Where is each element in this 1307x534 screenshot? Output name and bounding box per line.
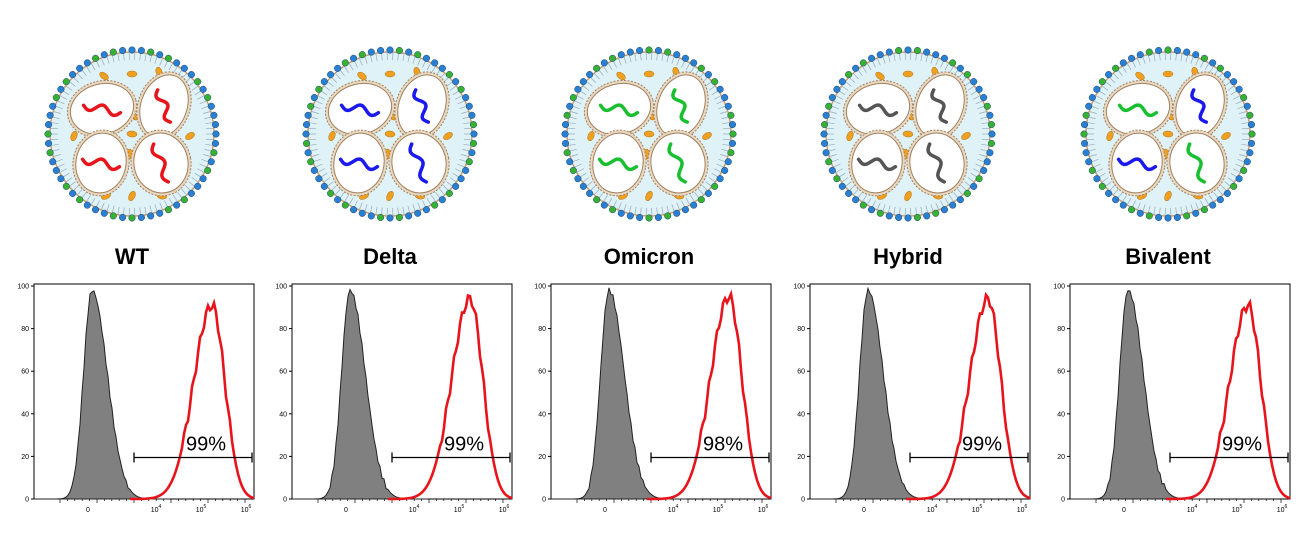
y-tick-label: 100	[17, 284, 29, 291]
x-tick-label: 0	[344, 507, 348, 514]
histogram-plot: 0 20 40 60 80 100 0 104 105 106 99%	[0, 280, 258, 529]
x-tick-label: 105	[454, 504, 465, 514]
particle-illustration	[302, 46, 478, 222]
y-tick-label: 0	[1061, 497, 1065, 504]
x-tick-label: 105	[1232, 504, 1243, 514]
histogram-plot: 0 20 40 60 80 100 0 104 105 106 99%	[776, 280, 1034, 529]
x-tick-label: 104	[151, 504, 162, 514]
histogram-plot: 0 20 40 60 80 100 0 104 105 106 98%	[517, 280, 775, 529]
y-tick-label: 60	[797, 369, 805, 376]
panel-title: Delta	[258, 244, 522, 270]
lipid-nanoparticle-diagram	[302, 46, 478, 222]
particle-illustration	[1080, 46, 1256, 222]
y-tick-label: 100	[275, 284, 287, 291]
lipid-nanoparticle-diagram	[44, 46, 220, 222]
x-tick-label: 106	[1017, 504, 1028, 514]
x-tick-label: 104	[1187, 504, 1198, 514]
y-tick-label: 80	[21, 326, 29, 333]
plot-frame	[1070, 284, 1290, 499]
particle-illustration	[561, 46, 737, 222]
y-tick-label: 60	[1057, 369, 1065, 376]
x-tick-label: 0	[1122, 507, 1126, 514]
gate-percentage: 99%	[186, 433, 226, 455]
x-tick-label: 104	[927, 504, 938, 514]
y-tick-label: 60	[279, 369, 287, 376]
y-tick-label: 40	[1057, 411, 1065, 418]
panel-title: Hybrid	[776, 244, 1040, 270]
y-tick-label: 100	[1053, 284, 1065, 291]
x-tick-label: 106	[758, 504, 769, 514]
plot-frame	[551, 284, 771, 499]
gate-percentage: 98%	[703, 433, 743, 455]
flow-cytometry-histogram: 0 20 40 60 80 100 0 104 105 106 99%	[258, 280, 516, 529]
gate-percentage: 99%	[962, 433, 1002, 455]
y-tick-label: 0	[801, 497, 805, 504]
y-tick-label: 100	[793, 284, 805, 291]
particle-illustration	[820, 46, 996, 222]
x-tick-label: 0	[603, 507, 607, 514]
y-tick-label: 100	[534, 284, 546, 291]
histogram-plot: 0 20 40 60 80 100 0 104 105 106 99%	[1036, 280, 1294, 529]
plot-frame	[810, 284, 1030, 499]
lipid-nanoparticle-diagram	[820, 46, 996, 222]
panel-title: Bivalent	[1036, 244, 1300, 270]
x-tick-label: 105	[196, 504, 207, 514]
y-tick-label: 40	[21, 411, 29, 418]
flow-cytometry-histogram: 0 20 40 60 80 100 0 104 105 106 98%	[517, 280, 775, 529]
gate-percentage: 99%	[444, 433, 484, 455]
panel-title: WT	[0, 244, 264, 270]
y-tick-label: 80	[538, 326, 546, 333]
histogram-plot: 0 20 40 60 80 100 0 104 105 106 99%	[258, 280, 516, 529]
y-tick-label: 20	[797, 454, 805, 461]
x-tick-label: 104	[409, 504, 420, 514]
panel-title: Omicron	[517, 244, 781, 270]
particle-illustration	[44, 46, 220, 222]
x-tick-label: 106	[1277, 504, 1288, 514]
y-tick-label: 60	[538, 369, 546, 376]
flow-cytometry-histogram: 0 20 40 60 80 100 0 104 105 106 99%	[1036, 280, 1294, 529]
x-tick-label: 105	[713, 504, 724, 514]
y-tick-label: 20	[21, 454, 29, 461]
y-tick-label: 80	[1057, 326, 1065, 333]
y-tick-label: 0	[283, 497, 287, 504]
lipid-nanoparticle-diagram	[561, 46, 737, 222]
flow-cytometry-histogram: 0 20 40 60 80 100 0 104 105 106 99%	[776, 280, 1034, 529]
lipid-nanoparticle-diagram	[1080, 46, 1256, 222]
y-tick-label: 0	[25, 497, 29, 504]
y-tick-label: 80	[279, 326, 287, 333]
x-tick-label: 106	[241, 504, 252, 514]
gate-percentage: 99%	[1222, 433, 1262, 455]
y-tick-label: 20	[538, 454, 546, 461]
x-tick-label: 105	[972, 504, 983, 514]
y-tick-label: 40	[797, 411, 805, 418]
y-tick-label: 20	[1057, 454, 1065, 461]
x-tick-label: 0	[862, 507, 866, 514]
y-tick-label: 0	[542, 497, 546, 504]
y-tick-label: 20	[279, 454, 287, 461]
y-tick-label: 60	[21, 369, 29, 376]
x-tick-label: 104	[668, 504, 679, 514]
y-tick-label: 40	[279, 411, 287, 418]
x-tick-label: 0	[86, 507, 90, 514]
flow-cytometry-histogram: 0 20 40 60 80 100 0 104 105 106 99%	[0, 280, 258, 529]
x-tick-label: 106	[499, 504, 510, 514]
plot-frame	[292, 284, 512, 499]
plot-frame	[34, 284, 254, 499]
y-tick-label: 40	[538, 411, 546, 418]
y-tick-label: 80	[797, 326, 805, 333]
